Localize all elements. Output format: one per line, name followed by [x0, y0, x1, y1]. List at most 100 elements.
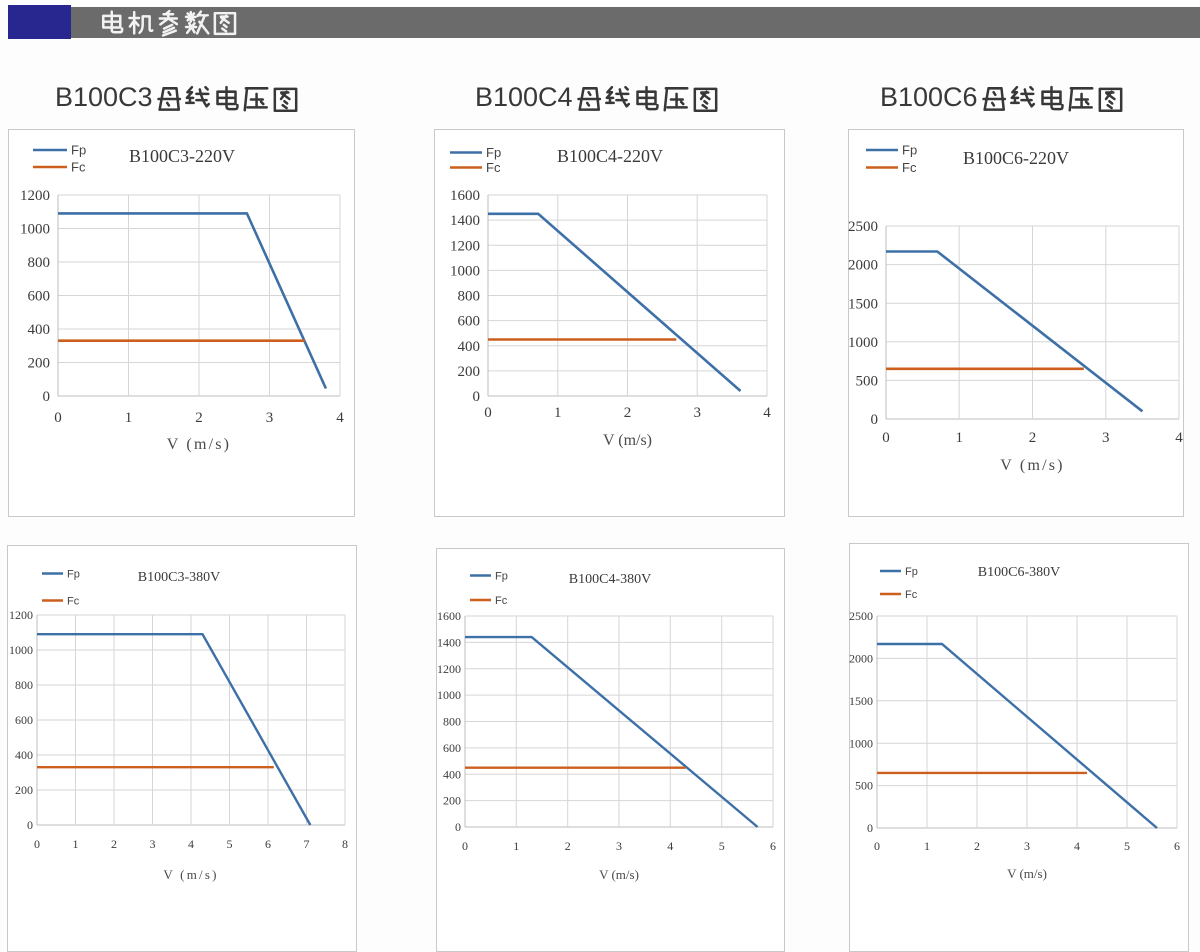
svg-text:1500: 1500 [848, 296, 878, 312]
svg-text:B100C3-220V: B100C3-220V [129, 146, 235, 166]
svg-text:1: 1 [955, 430, 963, 446]
svg-text:600: 600 [15, 713, 33, 727]
svg-text:4: 4 [1175, 430, 1183, 446]
svg-text:3: 3 [1102, 430, 1110, 446]
svg-text:Fc: Fc [71, 160, 86, 175]
svg-text:B100C4-380V: B100C4-380V [569, 572, 651, 587]
svg-text:0: 0 [867, 821, 873, 835]
svg-text:1500: 1500 [849, 694, 873, 708]
svg-text:1600: 1600 [437, 609, 461, 623]
svg-text:200: 200 [15, 783, 33, 797]
svg-text:800: 800 [28, 255, 51, 271]
svg-text:0: 0 [54, 410, 62, 426]
svg-text:Fp: Fp [71, 143, 86, 158]
svg-text:Fp: Fp [495, 570, 508, 582]
svg-text:Fp: Fp [902, 143, 917, 158]
svg-text:0: 0 [882, 430, 890, 446]
svg-text:1: 1 [73, 837, 79, 851]
svg-text:0: 0 [484, 405, 492, 421]
svg-text:Fp: Fp [905, 566, 918, 578]
svg-text:400: 400 [443, 767, 461, 781]
svg-text:3: 3 [616, 839, 622, 853]
svg-text:1200: 1200 [437, 662, 461, 676]
svg-text:2: 2 [111, 837, 117, 851]
svg-text:500: 500 [855, 779, 873, 793]
svg-text:7: 7 [304, 837, 310, 851]
svg-text:1000: 1000 [849, 736, 873, 750]
svg-text:4: 4 [336, 410, 344, 426]
svg-text:400: 400 [458, 339, 481, 355]
svg-text:2000: 2000 [849, 652, 873, 666]
svg-text:1000: 1000 [450, 264, 480, 280]
svg-text:Fc: Fc [902, 160, 917, 175]
svg-text:600: 600 [443, 741, 461, 755]
svg-text:1: 1 [125, 410, 133, 426]
svg-text:200: 200 [458, 364, 481, 380]
svg-text:800: 800 [443, 715, 461, 729]
svg-text:3: 3 [266, 410, 274, 426]
svg-text:V (m/s): V (m/s) [163, 867, 218, 882]
svg-text:0: 0 [43, 389, 51, 405]
svg-text:Fc: Fc [67, 595, 80, 607]
svg-text:V (m/s): V (m/s) [1000, 457, 1064, 474]
svg-text:5: 5 [1124, 839, 1130, 853]
svg-text:2: 2 [195, 410, 203, 426]
svg-text:1: 1 [554, 405, 562, 421]
svg-text:200: 200 [443, 794, 461, 808]
svg-text:Fc: Fc [905, 589, 918, 601]
svg-text:6: 6 [1174, 839, 1180, 853]
svg-text:V (m/s): V (m/s) [1007, 866, 1047, 881]
svg-text:0: 0 [34, 837, 40, 851]
svg-text:1400: 1400 [450, 213, 480, 229]
svg-text:B100C4-220V: B100C4-220V [557, 146, 663, 166]
svg-text:1400: 1400 [437, 636, 461, 650]
svg-text:3: 3 [150, 837, 156, 851]
svg-text:1200: 1200 [20, 188, 50, 204]
svg-text:2500: 2500 [848, 219, 878, 235]
svg-text:0: 0 [473, 389, 481, 405]
svg-text:1000: 1000 [848, 335, 878, 351]
svg-text:1000: 1000 [20, 222, 50, 238]
svg-text:6: 6 [770, 839, 776, 853]
svg-text:B100C6: B100C6 [880, 83, 978, 112]
svg-text:0: 0 [27, 818, 33, 832]
svg-text:1: 1 [924, 839, 930, 853]
svg-text:0: 0 [462, 839, 468, 853]
svg-text:400: 400 [28, 322, 51, 338]
svg-text:1000: 1000 [9, 643, 33, 657]
svg-text:200: 200 [28, 356, 51, 372]
svg-text:2: 2 [565, 839, 571, 853]
svg-text:V (m/s): V (m/s) [603, 432, 652, 449]
svg-text:5: 5 [227, 837, 233, 851]
svg-text:600: 600 [458, 314, 481, 330]
svg-text:B100C4: B100C4 [475, 83, 573, 112]
svg-text:B100C3-380V: B100C3-380V [138, 570, 220, 585]
svg-text:0: 0 [455, 820, 461, 834]
svg-text:B100C6-220V: B100C6-220V [963, 148, 1069, 168]
svg-text:2: 2 [1029, 430, 1037, 446]
svg-text:4: 4 [667, 839, 673, 853]
svg-text:4: 4 [763, 405, 771, 421]
svg-text:1200: 1200 [9, 608, 33, 622]
svg-text:B100C6-380V: B100C6-380V [978, 565, 1060, 580]
svg-text:Fp: Fp [486, 145, 501, 160]
svg-text:V (m/s): V (m/s) [167, 436, 231, 453]
svg-text:1: 1 [513, 839, 519, 853]
svg-text:800: 800 [458, 289, 481, 305]
svg-text:500: 500 [856, 374, 879, 390]
svg-text:1600: 1600 [450, 188, 480, 204]
svg-text:V (m/s): V (m/s) [599, 867, 639, 882]
svg-text:4: 4 [1074, 839, 1080, 853]
svg-text:600: 600 [28, 289, 51, 305]
svg-text:6: 6 [265, 837, 271, 851]
svg-text:Fc: Fc [486, 160, 501, 175]
svg-text:Fc: Fc [495, 595, 508, 607]
svg-text:1000: 1000 [437, 688, 461, 702]
svg-text:8: 8 [342, 837, 348, 851]
svg-text:4: 4 [188, 837, 194, 851]
svg-text:3: 3 [693, 405, 701, 421]
svg-text:0: 0 [871, 412, 879, 428]
svg-text:B100C3: B100C3 [55, 83, 153, 112]
svg-text:3: 3 [1024, 839, 1030, 853]
svg-text:2500: 2500 [849, 609, 873, 623]
